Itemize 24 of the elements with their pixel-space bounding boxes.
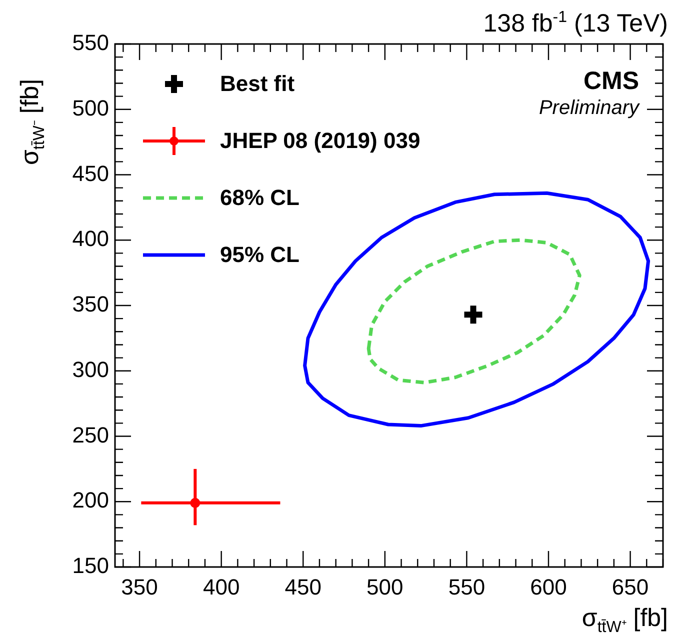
x-tick-label: 450 bbox=[284, 574, 322, 600]
y-tick-label: 350 bbox=[72, 292, 109, 317]
x-tick-label: 650 bbox=[612, 574, 649, 600]
annotation: Preliminary bbox=[538, 97, 640, 119]
x-tick-label: 500 bbox=[366, 574, 404, 600]
y-tick-label: 400 bbox=[72, 226, 109, 252]
legend-label: JHEP 08 (2019) 039 bbox=[220, 128, 420, 154]
legend-label: 95% CL bbox=[220, 242, 300, 268]
y-tick-label: 550 bbox=[72, 30, 109, 56]
legend-label: Best fit bbox=[220, 71, 296, 96]
y-tick-label: 250 bbox=[72, 422, 109, 448]
x-axis-title: σ$_{tt̄W⁺}$ [fb] bbox=[582, 604, 668, 636]
annotation: CMS bbox=[583, 67, 639, 95]
y-tick-label: 300 bbox=[72, 356, 109, 382]
y-tick-label: 150 bbox=[72, 553, 109, 578]
y-tick-label: 500 bbox=[72, 95, 109, 120]
chart-title: 138 fb$^{-1}$ (13 TeV) bbox=[483, 9, 668, 38]
x-tick-label: 550 bbox=[448, 574, 486, 600]
x-tick-label: 600 bbox=[530, 574, 567, 600]
y-tick-label: 450 bbox=[72, 160, 109, 186]
y-tick-label: 200 bbox=[72, 488, 109, 513]
x-tick-label: 350 bbox=[121, 574, 158, 600]
x-tick-label: 400 bbox=[202, 574, 240, 600]
legend-label: 68% CL bbox=[220, 185, 300, 210]
